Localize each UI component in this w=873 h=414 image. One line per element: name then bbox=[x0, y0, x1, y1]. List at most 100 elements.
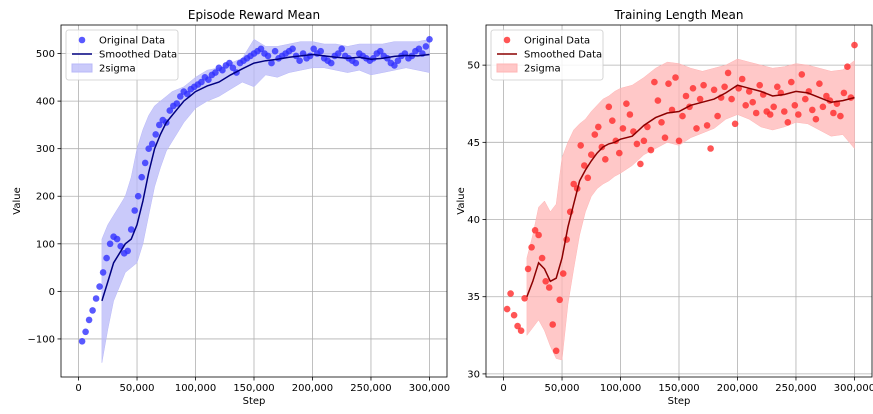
data-point bbox=[696, 95, 704, 103]
x-tick-label: 100,000 bbox=[175, 383, 216, 394]
data-point bbox=[148, 140, 156, 148]
data-point bbox=[184, 90, 191, 98]
legend-marker-band bbox=[71, 63, 93, 73]
data-point bbox=[840, 89, 848, 97]
data-point bbox=[651, 78, 658, 86]
data-point bbox=[78, 338, 86, 345]
data-point bbox=[714, 112, 721, 120]
data-point bbox=[742, 102, 749, 109]
y-tick-label: −100 bbox=[28, 334, 55, 345]
x-tick-label: 200,000 bbox=[717, 383, 758, 394]
data-point bbox=[819, 103, 827, 111]
data-point bbox=[724, 69, 732, 77]
data-point bbox=[633, 140, 641, 148]
plot-area bbox=[78, 36, 433, 363]
data-point bbox=[595, 123, 602, 131]
y-tick-label: 30 bbox=[467, 369, 480, 380]
x-axis-label: Step bbox=[243, 396, 266, 407]
data-point bbox=[788, 78, 795, 86]
data-point bbox=[556, 296, 563, 304]
x-tick-label: 0 bbox=[500, 383, 506, 394]
legend-marker-points bbox=[503, 36, 511, 44]
data-point bbox=[731, 120, 739, 128]
data-point bbox=[415, 45, 423, 53]
legend-label: Original Data bbox=[524, 36, 590, 47]
y-tick-label: 200 bbox=[36, 192, 55, 203]
data-point bbox=[103, 254, 110, 262]
data-point bbox=[394, 57, 402, 64]
x-tick-label: 150,000 bbox=[658, 383, 699, 394]
data-point bbox=[644, 123, 651, 131]
data-point bbox=[257, 45, 265, 53]
x-tick-label: 100,000 bbox=[600, 383, 641, 394]
legend-label: 2sigma bbox=[524, 64, 561, 75]
chart-panel-1: 0 50,000 100,000 150,000 200,000 250,000 300,0… bbox=[12, 8, 450, 407]
data-point bbox=[422, 43, 430, 50]
data-point bbox=[798, 71, 806, 78]
y-axis-label: Value bbox=[12, 187, 23, 214]
legend-label: Original Data bbox=[99, 36, 165, 47]
data-point bbox=[756, 81, 763, 89]
data-point bbox=[138, 173, 145, 181]
data-point bbox=[219, 66, 226, 74]
data-point bbox=[391, 62, 398, 69]
data-point bbox=[791, 102, 799, 109]
data-point bbox=[131, 207, 138, 214]
data-point bbox=[602, 156, 609, 163]
data-point bbox=[581, 162, 588, 169]
data-point bbox=[591, 131, 599, 138]
data-point bbox=[535, 231, 542, 239]
data-point bbox=[212, 69, 219, 76]
data-point bbox=[524, 265, 532, 273]
data-point bbox=[549, 321, 556, 328]
data-point bbox=[99, 269, 107, 276]
plot-area bbox=[503, 41, 858, 361]
data-point bbox=[145, 145, 152, 152]
data-point bbox=[503, 305, 511, 313]
data-point bbox=[552, 347, 560, 355]
data-point bbox=[538, 254, 546, 262]
data-point bbox=[166, 107, 174, 114]
data-point bbox=[619, 125, 627, 132]
data-point bbox=[542, 278, 549, 285]
data-point bbox=[784, 119, 792, 126]
y-axis-label: Value bbox=[456, 187, 467, 214]
data-point bbox=[296, 57, 303, 64]
y-tick-label: 400 bbox=[36, 97, 55, 108]
data-point bbox=[654, 97, 662, 104]
data-point bbox=[679, 112, 686, 120]
data-point bbox=[598, 143, 606, 151]
data-point bbox=[682, 92, 690, 100]
chart-title: Training Length Mean bbox=[613, 8, 743, 22]
data-point bbox=[89, 307, 96, 314]
y-tick-label: 50 bbox=[467, 61, 480, 72]
data-point bbox=[616, 149, 623, 157]
legend-box bbox=[490, 29, 604, 81]
data-point bbox=[661, 134, 669, 141]
data-point bbox=[152, 131, 159, 138]
legend-label: 2sigma bbox=[99, 64, 136, 75]
data-point bbox=[570, 180, 577, 188]
data-point bbox=[605, 103, 613, 111]
data-point bbox=[830, 109, 837, 117]
chart-panel-2: 0 50,000 100,000 150,000 200,000 250,000 300,0… bbox=[456, 8, 873, 407]
x-tick-label: 250,000 bbox=[350, 383, 391, 394]
data-point bbox=[665, 80, 672, 87]
legend: Original Data Smoothed Data 2sigma bbox=[65, 29, 179, 81]
x-tick-label: 50,000 bbox=[545, 383, 580, 394]
x-tick-label: 200,000 bbox=[292, 383, 333, 394]
legend-box bbox=[65, 29, 179, 81]
data-point bbox=[507, 290, 514, 297]
data-point bbox=[317, 47, 325, 55]
data-point bbox=[802, 95, 809, 103]
y-tick-label: 45 bbox=[467, 138, 480, 149]
data-point bbox=[517, 327, 525, 335]
data-point bbox=[623, 100, 630, 107]
smoothed-line bbox=[526, 84, 855, 297]
data-point bbox=[738, 75, 746, 83]
x-tick-label: 300,000 bbox=[834, 383, 873, 394]
data-point bbox=[113, 235, 121, 243]
data-point bbox=[310, 45, 318, 53]
data-point bbox=[82, 328, 89, 336]
legend-label: Smoothed Data bbox=[99, 50, 177, 61]
